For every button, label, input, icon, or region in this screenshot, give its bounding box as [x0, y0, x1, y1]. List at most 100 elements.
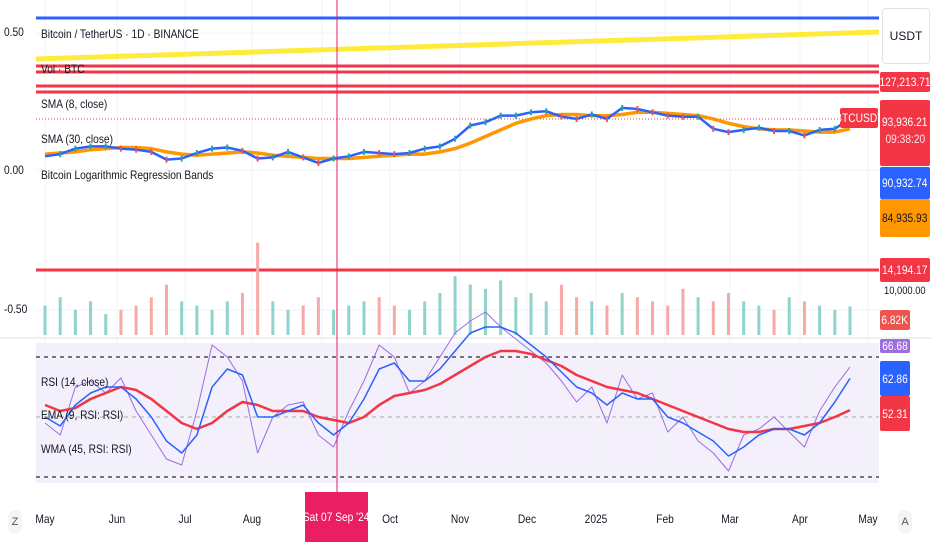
- rsi-line: [44, 311, 851, 472]
- left-scale-label: -0.50: [4, 302, 28, 316]
- legend-volume[interactable]: Vol · BTC: [41, 62, 85, 76]
- volume-bar: [514, 297, 518, 335]
- grid: [36, 0, 879, 485]
- ema-line: [44, 326, 851, 457]
- volume-bar: [544, 301, 548, 335]
- volume-bar: [787, 297, 791, 335]
- sma8-line: [44, 106, 851, 165]
- volume-bar: [620, 293, 624, 335]
- volume-bar: [666, 305, 670, 335]
- volume-bar: [635, 297, 639, 335]
- volume-bar: [316, 297, 320, 335]
- volume-bar: [772, 309, 776, 335]
- ema-value-label: 62.86: [880, 361, 910, 396]
- legend-symbol[interactable]: Bitcoin / TetherUS · 1D · BINANCE: [41, 27, 199, 41]
- volume-bar: [423, 301, 427, 335]
- time-axis-label: Feb: [656, 512, 674, 526]
- volume-bars: [43, 242, 852, 335]
- symbol-tag: BTCUSDT: [835, 108, 883, 128]
- volume-bar: [742, 301, 746, 335]
- legend-bands[interactable]: Bitcoin Logarithmic Regression Bands: [41, 168, 214, 182]
- volume-bar: [180, 301, 184, 335]
- volume-bar: [89, 301, 93, 335]
- volume-bar: [210, 309, 214, 335]
- volume-bar: [757, 305, 761, 335]
- volume-bar: [165, 284, 169, 335]
- volume-bar: [119, 309, 123, 335]
- volume-scale-label: 10,000.00: [884, 285, 926, 297]
- volume-bar: [711, 301, 715, 335]
- volume-bar: [833, 309, 837, 335]
- volume-bar: [818, 305, 822, 335]
- rsi-series: [36, 311, 879, 478]
- auto-scale-button[interactable]: A: [898, 510, 912, 534]
- time-axis-label: Apr: [792, 512, 808, 526]
- volume-bar: [301, 305, 305, 335]
- rsi-value-label: 66.68: [880, 339, 910, 353]
- volume-bar: [848, 306, 852, 335]
- volume-value-label: 6.82K: [880, 310, 910, 330]
- time-axis-label: Aug: [242, 512, 262, 526]
- legend-sma8[interactable]: SMA (8, close): [41, 97, 108, 111]
- volume-bar: [195, 305, 199, 335]
- price-label-band-low: 14,194.17: [880, 258, 930, 282]
- price-label-last: 93,936.21 09:38:20: [880, 100, 930, 166]
- time-axis-label: Oct: [382, 512, 398, 526]
- volume-bar: [802, 301, 806, 335]
- legend-wma[interactable]: WMA (45, RSI: RSI): [41, 442, 132, 456]
- volume-bar: [362, 301, 366, 335]
- volume-bar: [286, 309, 290, 335]
- time-axis-label: Dec: [517, 512, 537, 526]
- wma-value-label: 52.31: [880, 396, 910, 431]
- sma30-line: [44, 110, 851, 161]
- volume-bar: [104, 314, 108, 335]
- time-axis-label: Mar: [721, 512, 739, 526]
- volume-bar: [575, 297, 579, 335]
- time-axis-label: May: [35, 512, 55, 526]
- volume-bar: [332, 309, 336, 335]
- volume-bar: [696, 297, 700, 335]
- rsi-background: [36, 343, 879, 483]
- volume-bar: [149, 297, 153, 335]
- time-axis-label: May: [858, 512, 878, 526]
- wma-line: [44, 349, 851, 434]
- volume-bar: [726, 293, 730, 335]
- time-axis-label: Jun: [108, 512, 126, 526]
- volume-bar: [134, 305, 138, 335]
- price-label-sma30: 84,935.93: [880, 199, 930, 237]
- price-label-band-top: 127,213.71: [879, 72, 931, 92]
- scale-mode-button-left[interactable]: Z: [8, 510, 22, 534]
- legend-ema[interactable]: EMA (9, RSI: RSI): [41, 408, 124, 422]
- left-scale-label: 0.00: [4, 163, 24, 177]
- volume-bar: [468, 284, 472, 335]
- volume-bar: [529, 293, 533, 335]
- left-scale-label: 0.50: [4, 25, 24, 39]
- volume-bar: [438, 293, 442, 335]
- volume-bar: [43, 305, 47, 335]
- time-axis-label: 2025: [584, 512, 608, 526]
- regression-band-yellow: [35, 29, 880, 62]
- price-series: [44, 104, 851, 166]
- time-axis-label: Nov: [450, 512, 470, 526]
- volume-bar: [605, 305, 609, 335]
- volume-bar: [271, 301, 275, 335]
- volume-bar: [651, 301, 655, 335]
- time-axis-label: Jul: [178, 512, 192, 526]
- legend-rsi[interactable]: RSI (14, close): [41, 375, 109, 389]
- volume-bar: [73, 309, 77, 335]
- crosshair-date-label: Sat 07 Sep '24: [303, 492, 370, 542]
- volume-bar: [499, 280, 503, 335]
- volume-bar: [590, 301, 594, 335]
- volume-bar: [392, 305, 396, 335]
- volume-bar: [225, 301, 229, 335]
- volume-bar: [347, 305, 351, 335]
- currency-button[interactable]: USDT: [882, 8, 930, 64]
- volume-bar: [408, 309, 412, 335]
- volume-bar: [681, 288, 685, 335]
- volume-bar: [256, 242, 260, 335]
- volume-bar: [559, 284, 563, 335]
- legend-sma30[interactable]: SMA (30, close): [41, 132, 113, 146]
- volume-bar: [240, 293, 244, 335]
